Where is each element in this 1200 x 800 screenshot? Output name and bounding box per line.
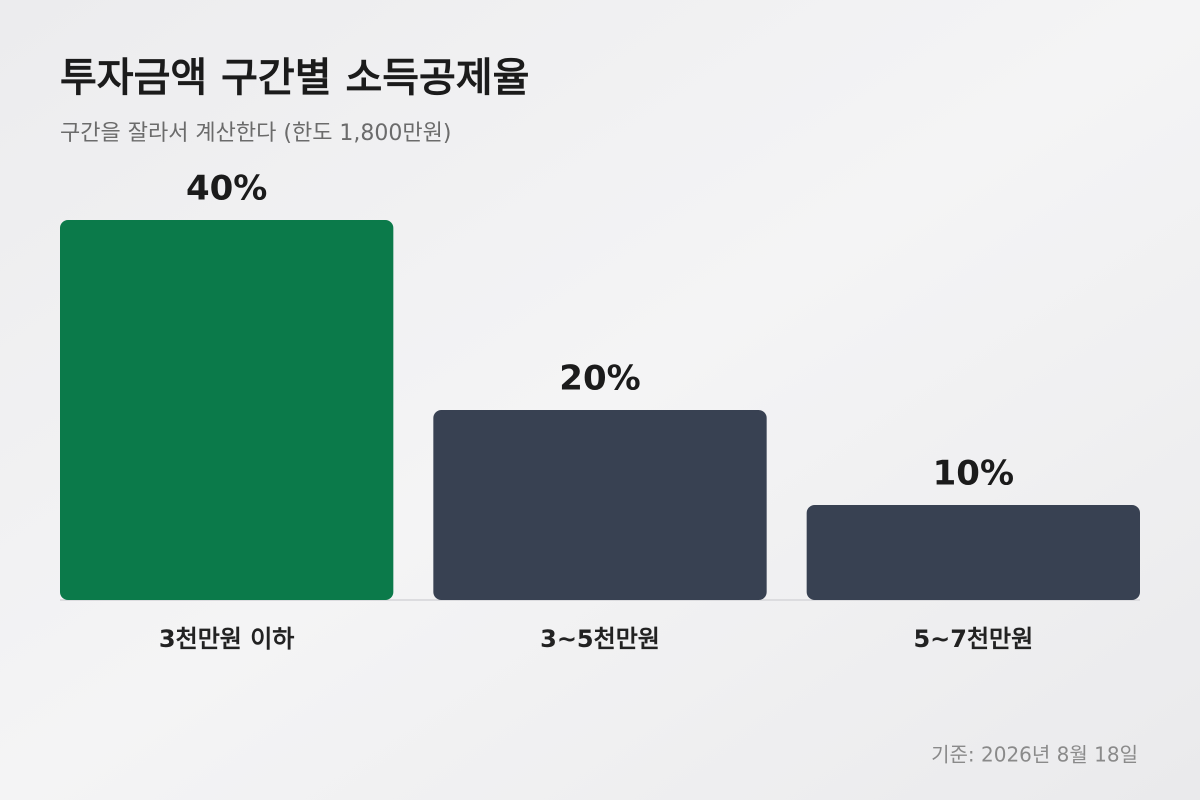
value-label: 40% (186, 169, 267, 209)
chart-title: 투자금액 구간별 소득공제율 (60, 55, 529, 101)
x-tick-label: 3~5천만원 (540, 625, 660, 653)
bar (60, 220, 394, 600)
footnote: 기준: 2026년 8월 18일 (931, 743, 1138, 767)
bar (806, 505, 1140, 600)
x-tick-label: 3천만원 이하 (159, 625, 294, 653)
x-tick-label: 5~7천만원 (913, 625, 1033, 653)
value-label: 10% (933, 454, 1014, 494)
bar (433, 410, 767, 600)
value-label: 20% (559, 359, 640, 399)
chart-subtitle: 구간을 잘라서 계산한다 (한도 1,800만원) (60, 121, 451, 146)
